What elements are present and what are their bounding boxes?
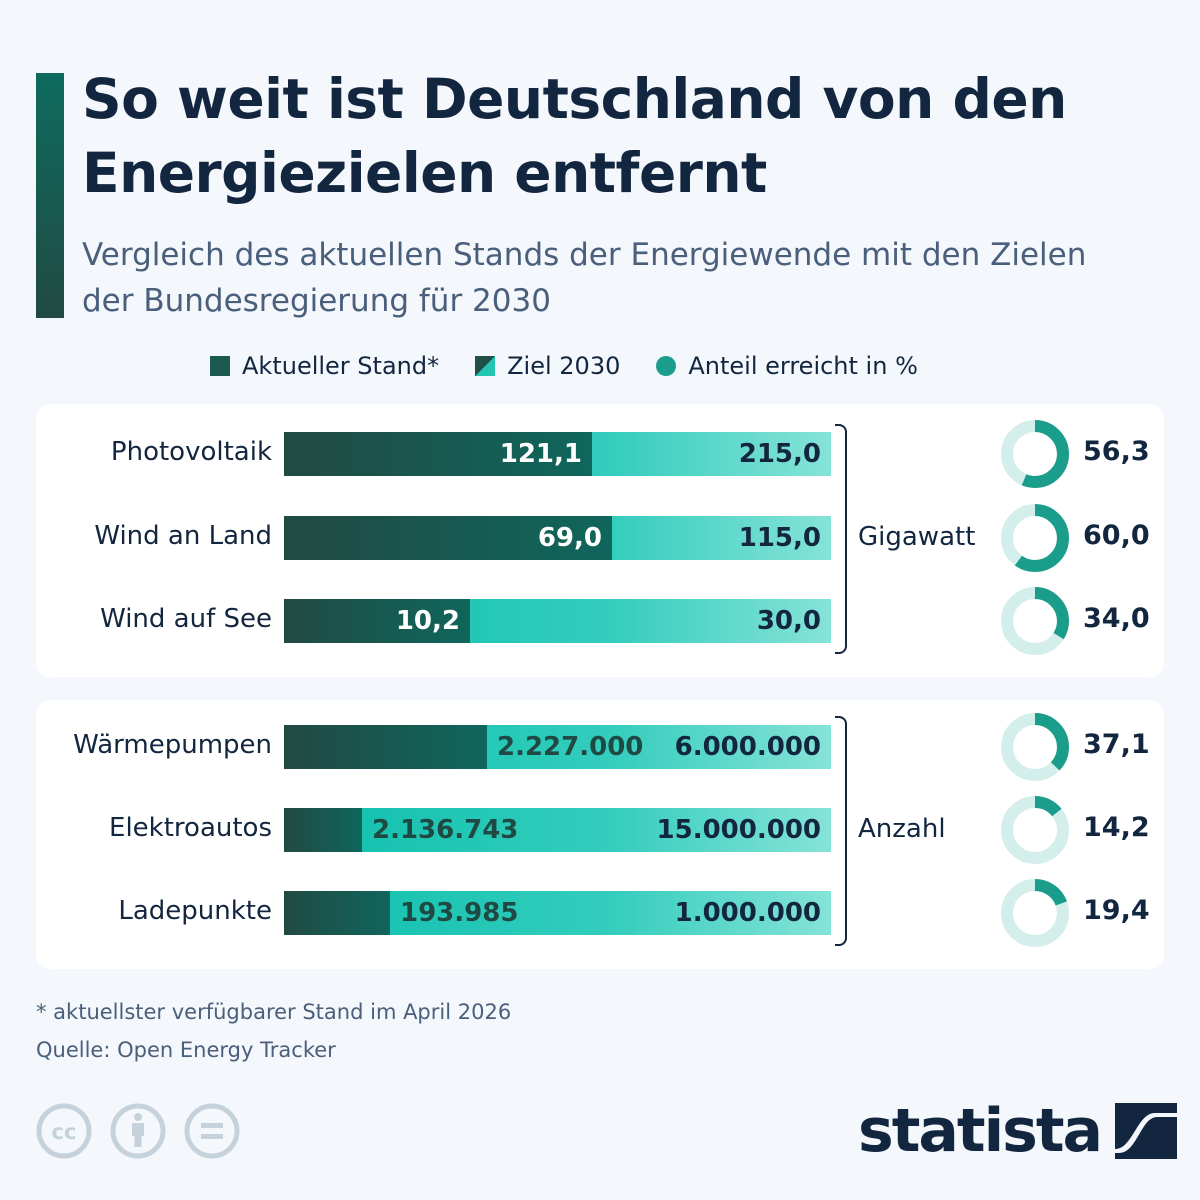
title-accent-bar [36,73,64,318]
share-donut [1001,796,1069,864]
group-bracket [835,716,847,946]
legend-swatch-target [475,356,496,376]
legend-label-share: Anteil erreicht in % [688,352,918,380]
bar-target-label: 115,0 [738,523,821,553]
bar-current [284,516,612,560]
bar-target-label: 30,0 [756,606,821,636]
chart-subtitle: Vergleich des aktuellen Stands der Energ… [82,237,1087,319]
bar-current [284,808,362,852]
legend-item-share: Anteil erreicht in % [656,352,918,380]
cc-icon[interactable]: cc [36,1103,92,1159]
share-donut [1001,879,1069,947]
share-donut [1001,504,1069,572]
legend-item-target: Ziel 2030 [475,352,620,380]
legend-label-target: Ziel 2030 [507,352,621,380]
legend-label-current: Aktueller Stand* [242,352,440,380]
donut-arc [1001,504,1069,572]
bar-current [284,599,470,643]
statista-logo-text: statista [858,1096,1103,1166]
svg-text:cc: cc [52,1120,77,1144]
bar-row: 193.985 1.000.000 [284,891,831,935]
donut-arc [1001,879,1069,947]
bar-current [284,725,487,769]
bar-target-label: 1.000.000 [674,898,821,928]
share-donut [1001,587,1069,655]
share-value: 37,1 [1083,729,1150,760]
bar-row: 10,2 30,0 [284,599,831,643]
bar-row: 2.227.000 6.000.000 [284,725,831,769]
bar-row: 2.136.743 15.000.000 [284,808,831,852]
bar-current-label: 2.136.743 [372,815,519,845]
bar-current [284,891,390,935]
bar-current-label: 193.985 [400,898,519,928]
row-label: Photovoltaik [110,437,272,467]
share-value: 19,4 [1083,895,1150,926]
no-derivatives-icon[interactable] [184,1103,240,1159]
legend-swatch-current [210,356,230,376]
share-value: 34,0 [1083,603,1150,634]
row-label: Wind auf See [100,604,272,634]
bar-row: 121,1 215,0 [284,432,831,476]
share-value: 60,0 [1083,520,1150,551]
attribution-icon[interactable] [110,1103,166,1159]
unit-label: Anzahl [858,814,946,844]
bar-current [284,432,592,476]
source: Quelle: Open Energy Tracker [36,1038,336,1062]
row-label: Wind an Land [94,521,272,551]
row-label: Wärmepumpen [73,730,272,760]
share-value: 56,3 [1083,436,1150,467]
bar-current-label: 2.227.000 [497,732,644,762]
bar-current-label: 121,1 [499,439,582,469]
donut-arc [1001,587,1069,655]
row-label: Ladepunkte [118,896,272,926]
bar-current-label: 69,0 [537,523,602,553]
donut-arc [1001,420,1069,488]
row-label: Elektroautos [109,813,272,843]
share-value: 14,2 [1083,812,1150,843]
share-donut [1001,420,1069,488]
bar-target [284,808,831,852]
unit-label: Gigawatt [858,522,976,552]
bar-row: 69,0 115,0 [284,516,831,560]
legend-item-current: Aktueller Stand* [210,352,439,380]
statista-logo[interactable]: statista [858,1096,1178,1166]
bar-target-label: 15.000.000 [656,815,821,845]
legend-swatch-share [656,356,677,376]
footnote: * aktuellster verfügbarer Stand im April… [36,1000,512,1024]
statista-logo-icon [1115,1103,1178,1159]
chart-title: So weit ist Deutschland von den Energiez… [82,67,1067,205]
bar-current-label: 10,2 [395,606,460,636]
group-bracket [835,424,847,654]
donut-arc [1001,796,1069,864]
bar-target-label: 215,0 [738,439,821,469]
legend: Aktueller Stand* Ziel 2030 Anteil erreic… [210,352,954,380]
donut-arc [1001,713,1069,781]
share-donut [1001,713,1069,781]
bar-target-label: 6.000.000 [674,732,821,762]
